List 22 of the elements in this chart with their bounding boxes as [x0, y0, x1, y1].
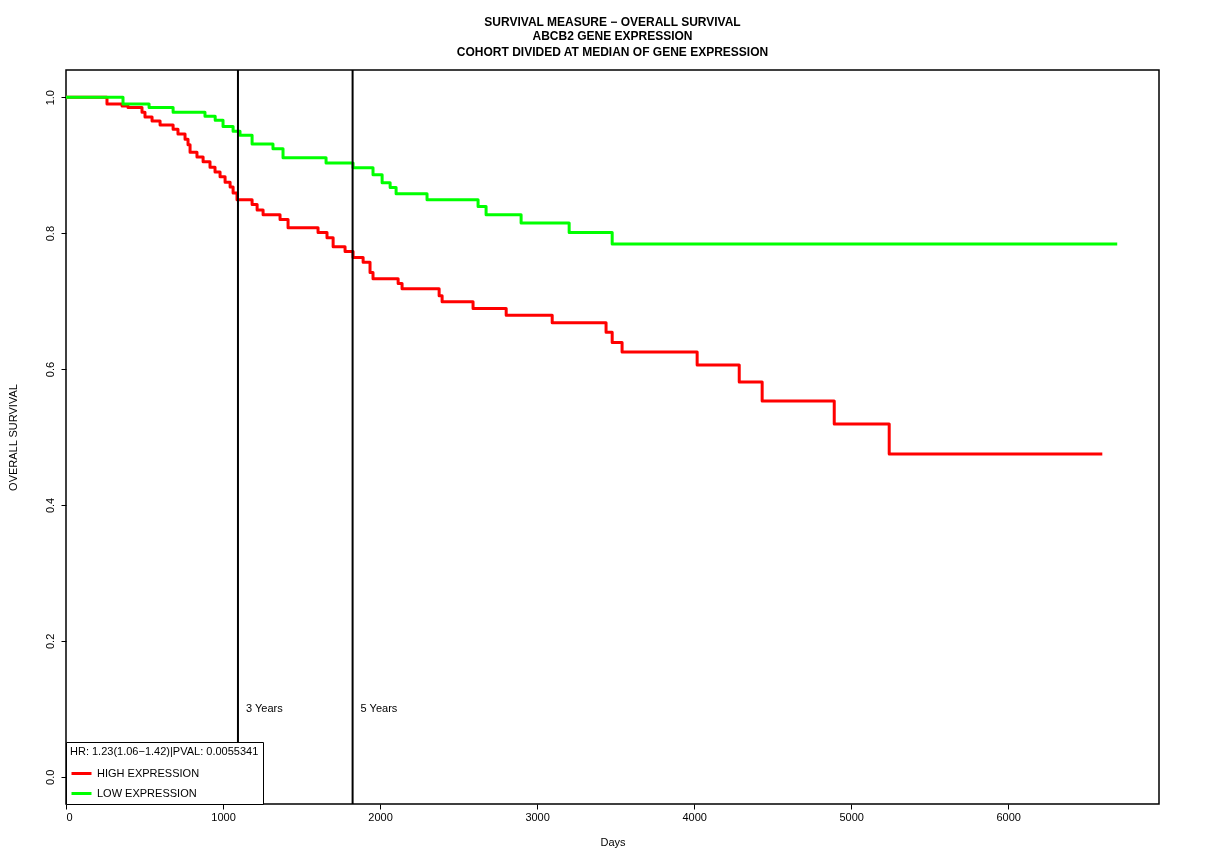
- ref-line-label: 3 Years: [245, 701, 284, 714]
- chart-subtitle: ABCB2 GENE EXPRESSION COHORT DIVIDED AT MEDIAN OF GENE EXPRESSION: [456, 29, 769, 59]
- y-tick-label: 0.2: [43, 633, 56, 650]
- x-tick-label: 2000: [368, 810, 393, 823]
- x-tick-label: 3000: [525, 810, 550, 823]
- y-tick-label: 1.0: [43, 90, 56, 106]
- ref-line-label: 5 Years: [360, 701, 398, 714]
- chart-title: SURVIVAL MEASURE − OVERALL SURVIVAL: [484, 15, 741, 29]
- y-tick-label: 0.0: [43, 769, 56, 785]
- x-axis-title: Days: [600, 835, 627, 848]
- y-tick-label: 0.6: [43, 361, 56, 378]
- y-tick-label: 0.8: [43, 225, 56, 242]
- legend-label: HIGH EXPRESSION: [97, 766, 200, 779]
- legend-title: HR: 1.23(1.06−1.42)|PVAL: 0.0055341: [70, 745, 259, 757]
- y-tick-label: 0.4: [43, 497, 56, 514]
- x-tick-label: 1000: [211, 810, 236, 823]
- x-tick-label: 6000: [996, 810, 1021, 823]
- x-tick-label: 0: [66, 810, 73, 823]
- x-tick-label: 5000: [839, 810, 864, 823]
- x-tick-label: 4000: [682, 810, 707, 823]
- y-axis-title: OVERALL SURVIVAL: [6, 384, 19, 491]
- legend-label: LOW EXPRESSION: [97, 786, 197, 799]
